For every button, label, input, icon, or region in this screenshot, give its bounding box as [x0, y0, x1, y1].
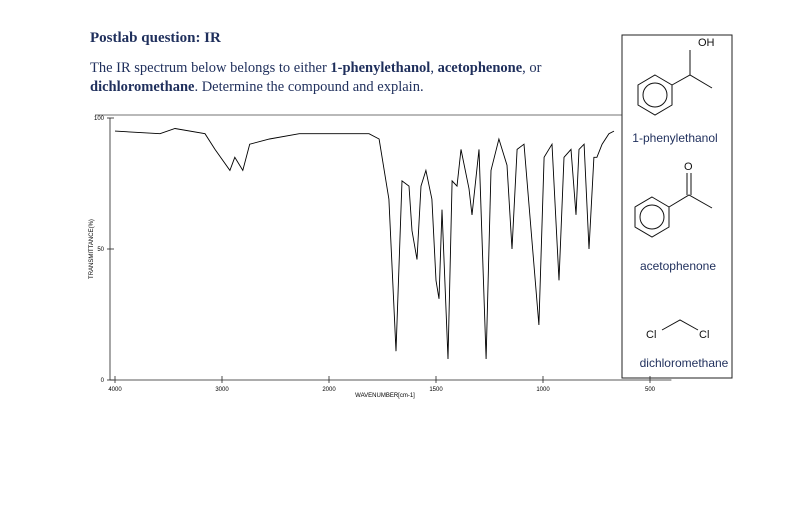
y-axis-label: TRANSMITTANCE(%) [89, 219, 95, 279]
atom-label: Cl [646, 329, 656, 341]
atom-label: OH [698, 37, 715, 49]
y-tick-label: 100 [94, 116, 105, 122]
structure-name: 1-phenylethanol [632, 131, 717, 145]
question: Postlab question: IR The IR spectrum bel… [90, 30, 620, 97]
text: , or [522, 60, 542, 76]
question-text: The IR spectrum below belongs to either … [90, 59, 620, 97]
x-tick-label: 1000 [536, 387, 550, 393]
structure-box [621, 34, 733, 379]
structure-names: 1-phenylethanol acetophenone dichloromet… [632, 131, 728, 370]
structures [634, 50, 713, 331]
compound: 1-phenylethanol [330, 60, 431, 76]
x-tick-label: 500 [645, 387, 656, 393]
atom-label: O [684, 161, 693, 173]
text: The IR spectrum below belongs to either [90, 60, 331, 76]
structure-name: dichloromethane [640, 356, 729, 370]
x-axis-label: WAVENUMBER[cm-1] [355, 393, 415, 399]
y-tick-label: 0 [101, 378, 105, 384]
structure-name: acetophenone [640, 259, 716, 273]
x-tick-label: 2000 [322, 387, 336, 393]
x-tick-label: 3000 [215, 387, 229, 393]
x-tick-label: 1500 [429, 387, 443, 393]
compound: acetophenone [437, 60, 523, 76]
atom-label: Cl [699, 329, 709, 341]
bond [671, 74, 713, 89]
bond [668, 194, 713, 209]
atom-labels: OH O Cl Cl [646, 37, 715, 341]
text: , [430, 60, 438, 76]
bond [661, 319, 699, 331]
y-tick-label: 50 [97, 247, 104, 253]
compound: dichloromethane [90, 79, 195, 95]
x-tick-label: 4000 [108, 387, 122, 393]
ring-circle [642, 82, 668, 108]
question-title: Postlab question: IR [90, 30, 221, 46]
spectrum-line [114, 128, 615, 360]
ring-circle [639, 204, 665, 230]
text: . Determine the compound and explain. [194, 79, 424, 95]
